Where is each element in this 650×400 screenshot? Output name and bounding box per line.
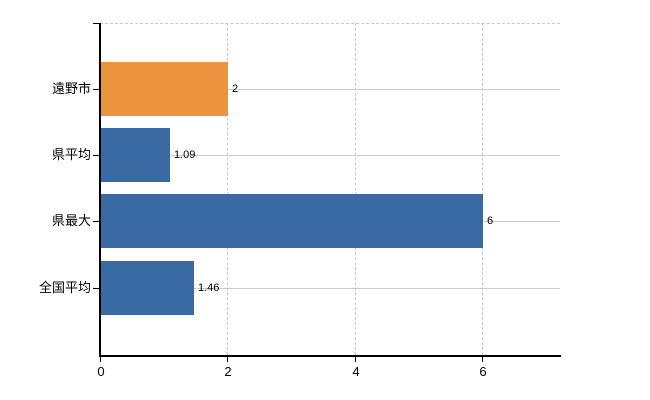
gridline-horizontal [101,155,560,156]
y-axis-tick [93,155,100,156]
plot-top-border [100,23,560,24]
category-label: 県最大 [51,213,91,228]
x-tick-label: 0 [97,364,105,379]
category-label: 遠野市 [51,81,91,96]
x-axis-tick [482,357,483,362]
category-label: 県平均 [51,147,91,162]
gridline-vertical [482,23,483,355]
value-label: 1.46 [198,282,220,294]
y-axis [99,23,101,357]
y-axis-end-tick [93,23,100,24]
gridline-vertical [355,23,356,355]
y-axis-tick [93,89,100,90]
bar [101,194,483,248]
gridline-horizontal [101,288,560,289]
gridline-horizontal [101,89,560,90]
x-tick-label: 6 [479,364,487,379]
value-label: 2 [232,83,239,95]
value-label: 1.09 [174,149,196,161]
x-axis-tick [227,357,228,362]
gridline-vertical [227,23,228,355]
x-axis-tick [100,357,101,362]
x-tick-label: 4 [352,364,360,379]
bar [101,128,170,182]
y-axis-tick [93,288,100,289]
x-tick-label: 2 [224,364,232,379]
category-label: 全国平均 [38,280,91,295]
x-axis-tick [355,357,356,362]
y-axis-tick [93,221,100,222]
value-label: 6 [487,215,494,227]
bar [101,62,228,116]
bar [101,261,194,315]
x-axis [99,355,561,357]
